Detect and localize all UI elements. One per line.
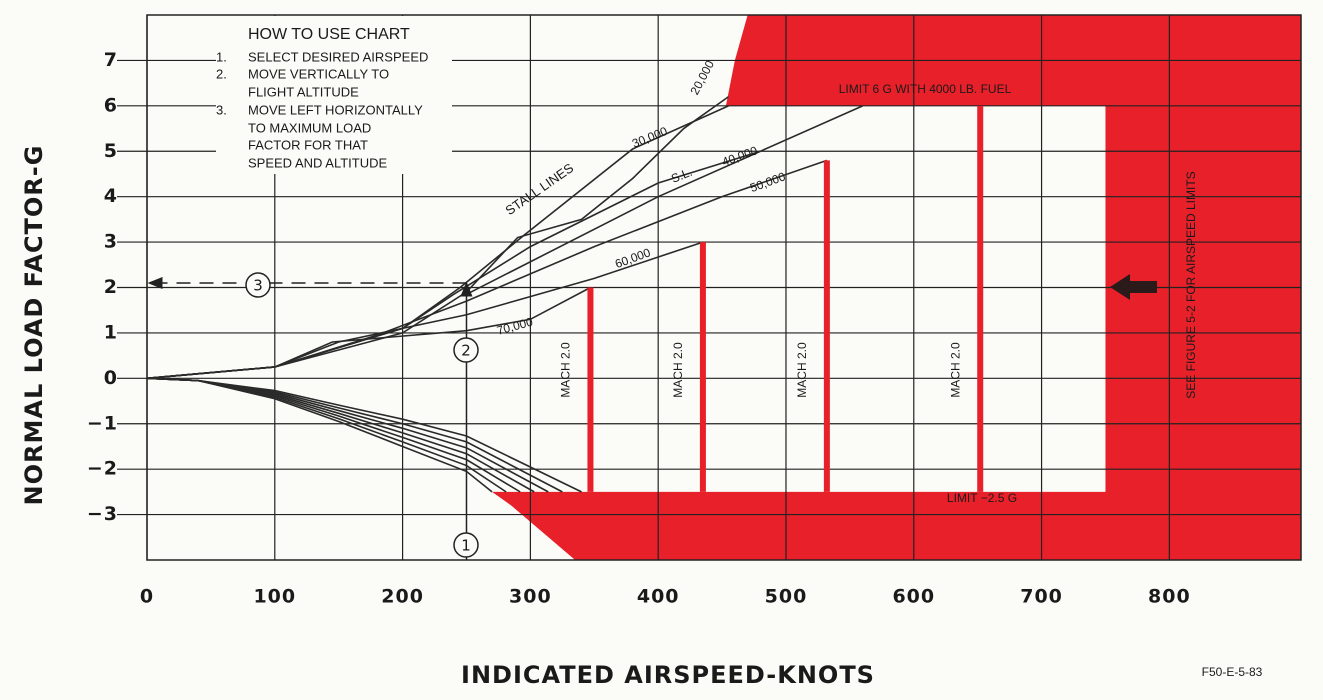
x-axis-title: INDICATED AIRSPEED-KNOTS bbox=[461, 661, 875, 689]
negative-stall-line bbox=[146, 377, 535, 493]
x-tick-label: 300 bbox=[509, 586, 552, 608]
x-tick-label: 400 bbox=[637, 586, 680, 608]
mach-label: MACH 2.0 bbox=[948, 342, 962, 398]
negative-stall-line bbox=[146, 377, 563, 493]
pointer-arrow bbox=[1110, 274, 1157, 300]
x-tick-label: 100 bbox=[253, 586, 296, 608]
instruction-text: MOVE LEFT HORIZONTALLY bbox=[248, 102, 423, 117]
mach-label: MACH 2.0 bbox=[671, 342, 685, 398]
y-tick-label: −1 bbox=[87, 412, 118, 434]
instruction-box bbox=[216, 16, 452, 174]
instruction-text: MOVE VERTICALLY TO bbox=[248, 66, 389, 81]
x-tick-label: 200 bbox=[381, 586, 424, 608]
y-tick-label: 6 bbox=[104, 94, 118, 116]
mach-label: MACH 2.0 bbox=[795, 342, 809, 398]
stall-line bbox=[466, 105, 863, 296]
step-number: 3 bbox=[253, 277, 263, 295]
negative-stall-line bbox=[146, 377, 507, 493]
step-circle bbox=[453, 532, 479, 558]
y-tick-label: 5 bbox=[104, 140, 118, 162]
see-figure-note: SEE FIGURE 5-2 FOR AIRSPEED LIMITS bbox=[1184, 171, 1198, 398]
y-tick-label: 4 bbox=[104, 185, 118, 207]
altitude-label: 70,000 bbox=[495, 315, 534, 338]
instructions-title: HOW TO USE CHART bbox=[248, 26, 410, 43]
stall-line bbox=[146, 286, 591, 380]
step-number: 1 bbox=[461, 537, 471, 555]
step-number: 2 bbox=[461, 342, 471, 360]
step-circle bbox=[453, 337, 479, 363]
altitude-label: 20,000 bbox=[687, 58, 717, 97]
instruction-number: 1. bbox=[216, 49, 227, 64]
negative-stall-line bbox=[146, 377, 549, 493]
step-circle bbox=[245, 272, 271, 298]
y-axis-title: NORMAL LOAD FACTOR-G bbox=[20, 145, 48, 506]
y-tick-label: −3 bbox=[87, 503, 118, 525]
y-tick-label: 1 bbox=[104, 321, 118, 343]
y-tick-label: 2 bbox=[104, 276, 118, 298]
limit-low-label: LIMIT −2.5 G bbox=[947, 491, 1017, 505]
x-tick-label: 500 bbox=[765, 586, 808, 608]
instruction-text: TO MAXIMUM LOAD bbox=[248, 120, 371, 135]
instruction-text: FLIGHT ALTITUDE bbox=[248, 84, 359, 99]
y-tick-label: 0 bbox=[104, 367, 118, 389]
altitude-label: 40,000 bbox=[720, 143, 760, 169]
y-tick-label: 3 bbox=[104, 231, 118, 253]
altitude-label: 50,000 bbox=[748, 169, 788, 195]
instruction-number: 3. bbox=[216, 102, 227, 117]
stall-lines-label: STALL LINES bbox=[503, 160, 577, 218]
limit-high-label: LIMIT 6 G WITH 4000 LB. FUEL bbox=[839, 82, 1012, 96]
figure-id: F50-E-5-83 bbox=[1202, 665, 1263, 679]
stall-line bbox=[146, 150, 761, 380]
altitude-label: 60,000 bbox=[613, 245, 653, 271]
x-tick-label: 0 bbox=[140, 586, 154, 608]
x-tick-label: 600 bbox=[892, 586, 935, 608]
instruction-number: 2. bbox=[216, 66, 227, 81]
instruction-text: FACTOR FOR THAT bbox=[248, 137, 368, 152]
altitude-label: 30,000 bbox=[630, 124, 670, 151]
instruction-text: SELECT DESIRED AIRSPEED bbox=[248, 49, 428, 64]
x-tick-label: 800 bbox=[1148, 586, 1191, 608]
y-tick-label: 7 bbox=[104, 49, 118, 71]
y-tick-label: −2 bbox=[87, 458, 118, 480]
mach-label: MACH 2.0 bbox=[559, 342, 573, 398]
stall-line bbox=[146, 96, 729, 380]
x-tick-label: 700 bbox=[1020, 586, 1063, 608]
instruction-text: SPEED AND ALTITUDE bbox=[248, 155, 388, 170]
